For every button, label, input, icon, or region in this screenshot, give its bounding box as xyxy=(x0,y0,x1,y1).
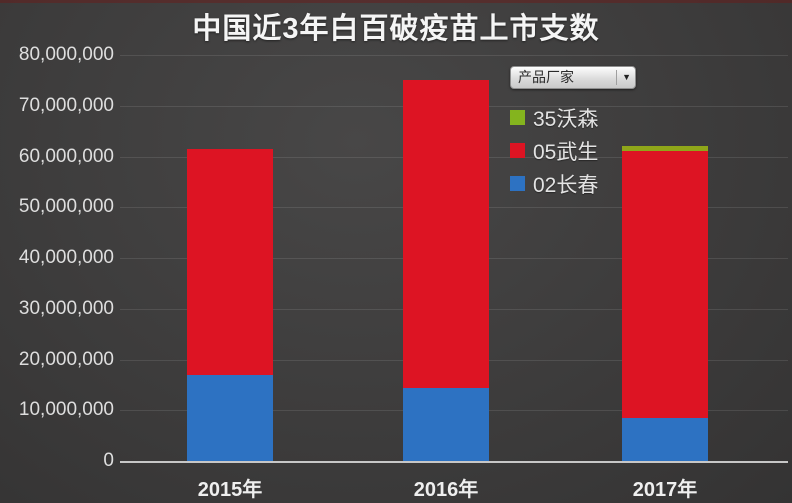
legend-swatch-icon xyxy=(510,143,525,158)
x-axis-tick-label: 2016年 xyxy=(413,479,479,501)
bar-segment xyxy=(622,151,708,418)
top-edge-decoration xyxy=(0,0,792,3)
y-axis-tick-label: 70,000,000 xyxy=(18,95,114,116)
y-axis-tick-label: 20,000,000 xyxy=(18,349,114,370)
chart-title: 中国近3年白百破疫苗上市支数 xyxy=(192,13,600,45)
legend: 产品厂家 ▼ 35沃森 05武生 02长春 xyxy=(510,66,636,200)
bar-segment xyxy=(622,146,708,152)
legend-swatch-icon xyxy=(510,176,525,191)
y-axis-tick-label: 10,000,000 xyxy=(18,399,114,420)
y-axis-tick-label: 0 xyxy=(103,450,114,471)
y-axis-tick-label: 60,000,000 xyxy=(18,146,114,167)
legend-label: 05武生 xyxy=(533,140,599,164)
chevron-down-icon: ▼ xyxy=(622,72,631,82)
bar-segment xyxy=(622,417,708,461)
bar-segment xyxy=(187,374,273,461)
legend-filter-dropdown[interactable]: 产品厂家 ▼ xyxy=(510,66,636,89)
legend-swatch-icon xyxy=(510,110,525,125)
x-axis-tick-label: 2015年 xyxy=(197,479,263,501)
y-axis-tick-label: 40,000,000 xyxy=(18,247,114,268)
legend-item: 05武生 xyxy=(510,134,636,167)
legend-filter-label: 产品厂家 xyxy=(518,69,574,85)
bar-segment xyxy=(403,388,489,461)
legend-label: 35沃森 xyxy=(533,107,599,131)
legend-items: 35沃森 05武生 02长春 xyxy=(510,101,636,200)
legend-item: 35沃森 xyxy=(510,101,636,134)
bar-segment xyxy=(403,79,489,389)
y-axis-tick-label: 30,000,000 xyxy=(18,298,114,319)
legend-item: 02长春 xyxy=(510,167,636,200)
x-axis-line xyxy=(120,461,788,463)
dropdown-separator xyxy=(616,70,618,85)
bar-segment xyxy=(187,148,273,375)
gridline xyxy=(120,55,788,56)
y-axis-tick-label: 80,000,000 xyxy=(18,44,114,65)
legend-label: 02长春 xyxy=(533,173,599,197)
y-axis-tick-label: 50,000,000 xyxy=(18,196,114,217)
x-axis-tick-label: 2017年 xyxy=(632,479,698,501)
